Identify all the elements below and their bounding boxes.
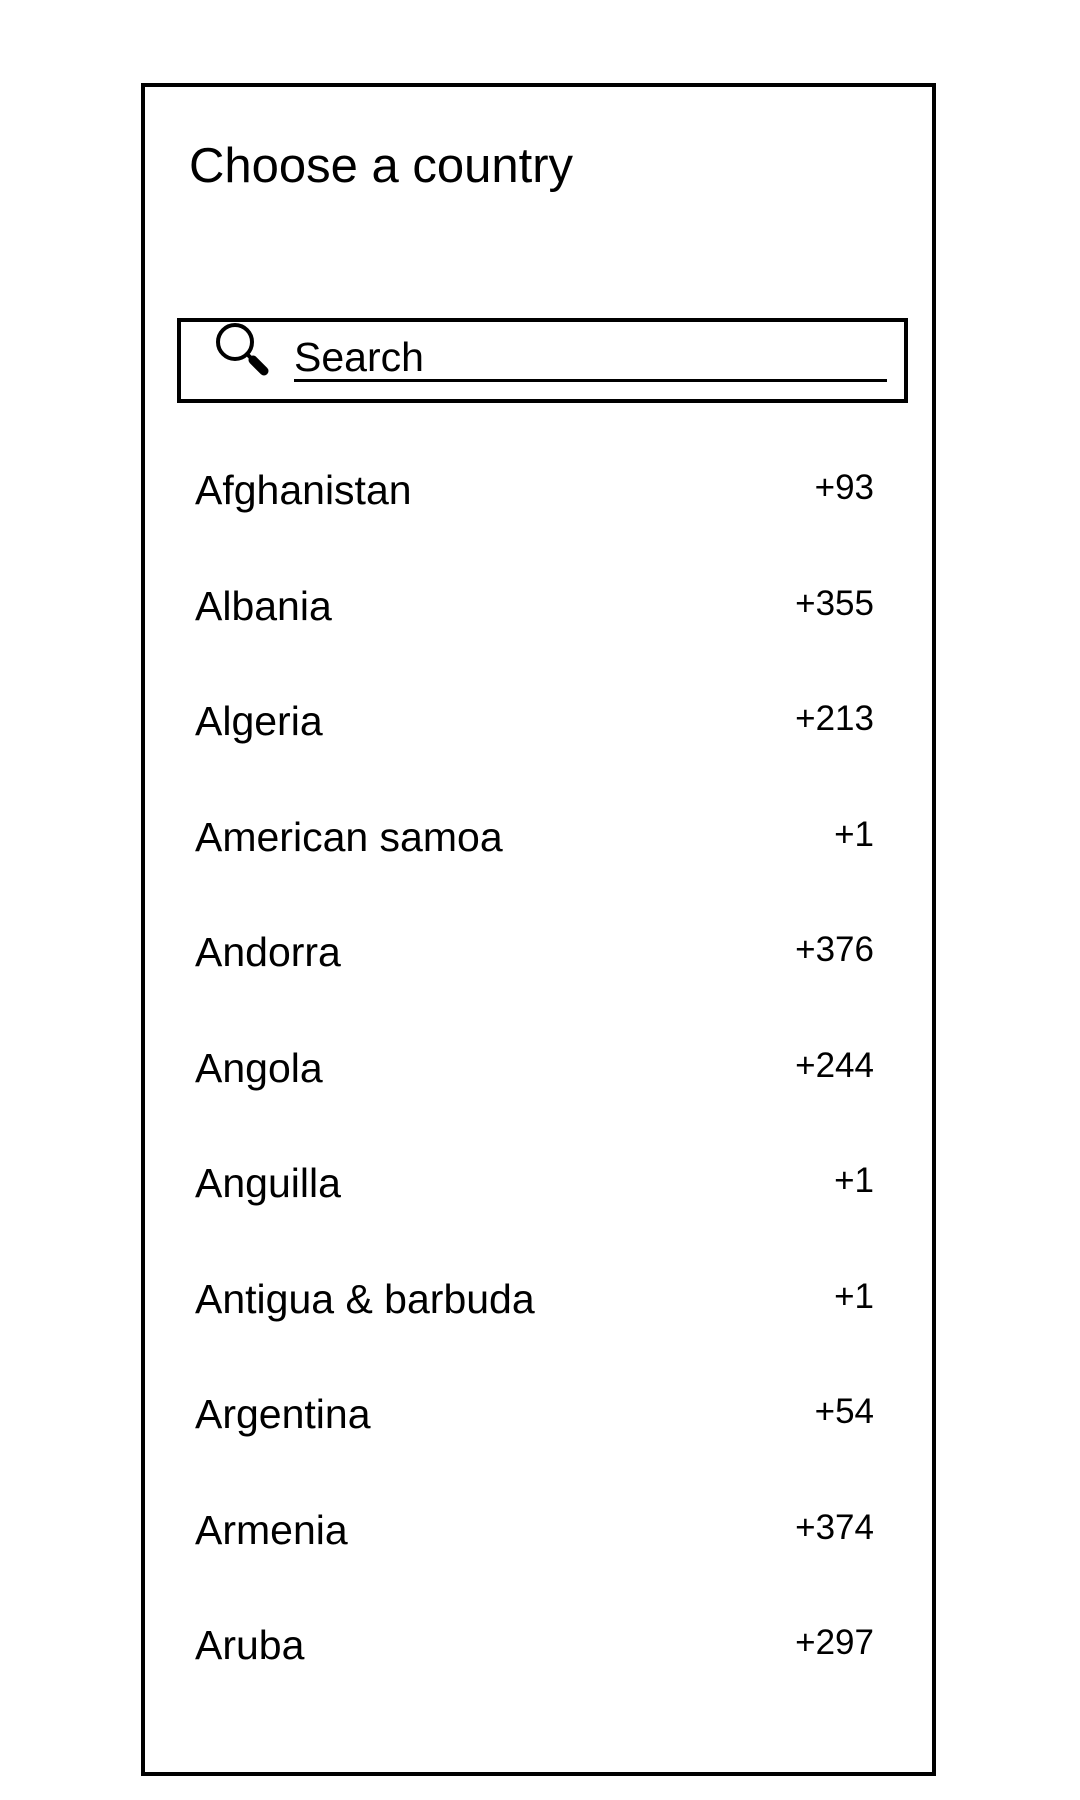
country-dial-code: +1 <box>834 1161 874 1200</box>
country-dial-code: +1 <box>834 1276 874 1316</box>
country-dial-code: +1 <box>834 814 874 854</box>
country-dial-code: +355 <box>795 583 874 623</box>
country-row[interactable]: Albania +355 <box>145 582 932 702</box>
country-dial-code: +93 <box>814 468 874 507</box>
dialog-title: Choose a country <box>189 139 574 193</box>
country-row[interactable]: Algeria +213 <box>145 701 932 817</box>
country-dial-code: +297 <box>795 1623 874 1662</box>
country-name: Algeria <box>195 698 323 744</box>
country-row[interactable]: Andorra +376 <box>145 932 932 1048</box>
country-dial-code: +376 <box>795 930 874 969</box>
country-name: American samoa <box>195 813 503 860</box>
country-row[interactable]: Afghanistan +93 <box>145 470 932 586</box>
country-picker-dialog: Choose a country Afghanistan +93 Albania… <box>141 83 936 1776</box>
country-name: Aruba <box>195 1622 305 1668</box>
country-name: Andorra <box>195 929 341 975</box>
country-name: Angola <box>195 1044 323 1091</box>
country-row[interactable]: Argentina +54 <box>145 1394 932 1510</box>
country-row[interactable]: Antigua & barbuda +1 <box>145 1275 932 1395</box>
country-name: Albania <box>195 582 332 629</box>
country-dial-code: +374 <box>795 1507 874 1547</box>
country-dial-code: +244 <box>795 1045 874 1085</box>
country-name: Antigua & barbuda <box>195 1275 535 1322</box>
country-dial-code: +213 <box>795 699 874 738</box>
country-name: Afghanistan <box>195 467 412 513</box>
country-list: Afghanistan +93 Albania +355 Algeria +21… <box>145 470 932 1741</box>
country-row[interactable]: Aruba +297 <box>145 1625 932 1741</box>
search-input[interactable] <box>294 336 887 382</box>
country-row[interactable]: Anguilla +1 <box>145 1163 932 1279</box>
country-row[interactable]: Angola +244 <box>145 1044 932 1164</box>
country-row[interactable]: American samoa +1 <box>145 813 932 933</box>
search-box[interactable] <box>177 318 908 403</box>
country-dial-code: +54 <box>814 1392 874 1431</box>
search-icon <box>213 322 273 382</box>
country-name: Armenia <box>195 1506 348 1553</box>
country-row[interactable]: Armenia +374 <box>145 1506 932 1626</box>
country-name: Argentina <box>195 1391 371 1437</box>
country-name: Anguilla <box>195 1160 341 1206</box>
